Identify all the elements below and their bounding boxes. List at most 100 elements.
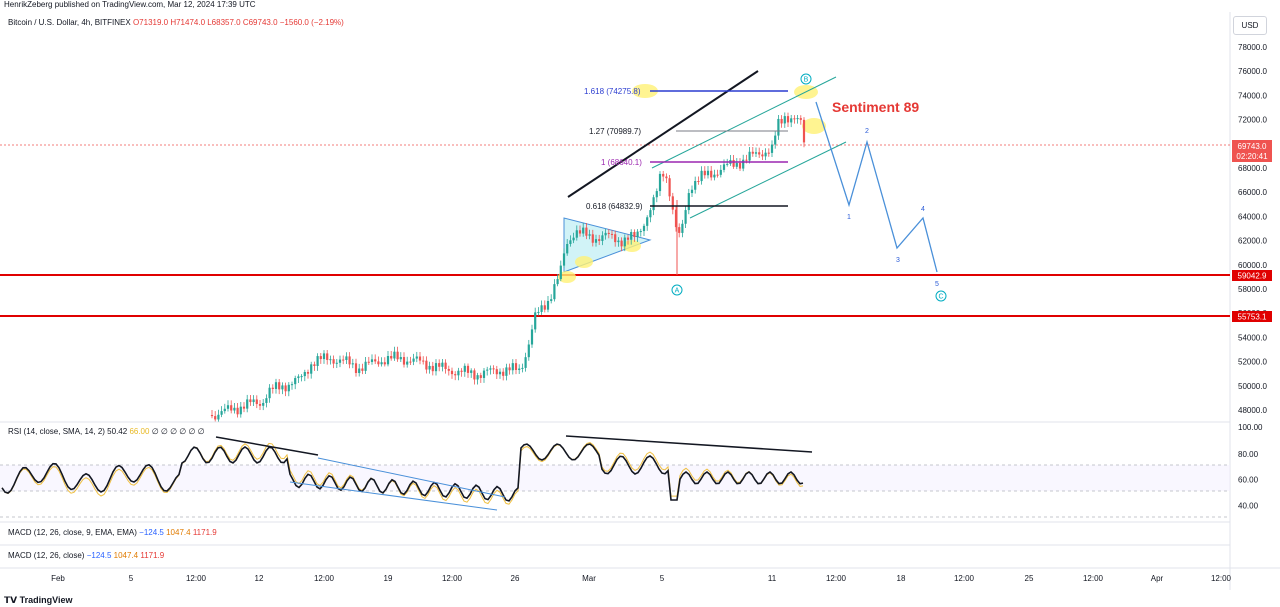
wave-projection[interactable]: [815, 101, 938, 273]
candle-body: [761, 154, 764, 157]
candle-body: [505, 367, 508, 376]
rsi-channel-lower[interactable]: [289, 481, 498, 511]
candle-body: [572, 237, 575, 241]
candle-body: [569, 240, 572, 244]
candle-body: [754, 152, 758, 154]
sentiment-annotation[interactable]: Sentiment 89: [832, 99, 919, 115]
rsi-tick: 80.00: [1238, 450, 1259, 459]
macd-legend-1[interactable]: MACD (12, 26, close, 9, EMA, EMA) −124.5…: [8, 528, 217, 537]
candle-body: [550, 299, 553, 301]
macd-label-1[interactable]: MACD (12, 26, close, 9, EMA, EMA): [8, 528, 137, 537]
wave-circle-b: [800, 73, 812, 85]
candle-body: [431, 365, 434, 372]
candle-body: [428, 365, 431, 370]
candle-body: [767, 152, 770, 154]
candle-body: [594, 239, 598, 243]
wave-label-b: B: [804, 77, 809, 84]
price-tick: 52000.0: [1238, 358, 1267, 367]
candle-body: [700, 170, 703, 182]
trendline-upper[interactable]: [567, 70, 759, 198]
macd-legend-2[interactable]: MACD (12, 26, close) −124.5 1047.4 1171.…: [8, 551, 164, 560]
candle-body: [713, 174, 716, 178]
candle-body: [777, 118, 780, 136]
candle-body: [271, 387, 274, 389]
price-tick: 58000.0: [1238, 285, 1267, 294]
candle-body: [687, 193, 690, 211]
candle-body: [223, 408, 226, 412]
candle-body: [415, 356, 418, 359]
rsi-trendline-2[interactable]: [565, 435, 813, 453]
candle-body: [338, 359, 342, 363]
candle-body: [252, 399, 255, 403]
ohlc-values: O71319.0 H71474.0 L68357.0 C69743.0 −156…: [132, 18, 344, 27]
price-tick: 62000.0: [1238, 237, 1267, 246]
candle-body: [482, 370, 486, 378]
candle-body: [396, 351, 399, 360]
last-price-text: 69743.0: [1238, 142, 1267, 151]
candle-body: [799, 118, 802, 120]
candle-body: [239, 406, 242, 415]
candle-body: [466, 365, 470, 373]
time-tick: 5: [660, 574, 665, 583]
macd-label-2[interactable]: MACD (12, 26, close): [8, 551, 85, 560]
rsi-label[interactable]: RSI (14, close, SMA, 14, 2): [8, 427, 105, 436]
level-2-text: 55753.1: [1238, 313, 1267, 322]
candle-body: [578, 230, 582, 234]
wave-label-2: 2: [865, 128, 869, 135]
time-tick: 5: [129, 574, 134, 583]
brand-text: TradingView: [19, 595, 73, 605]
candle-body: [284, 385, 287, 392]
rsi-line[interactable]: [1, 443, 804, 502]
symbol-title[interactable]: Bitcoin / U.S. Dollar, 4h, BITFINEX: [8, 18, 131, 27]
candlestick-series[interactable]: [210, 112, 806, 422]
candle-body: [738, 163, 742, 169]
candle-body: [217, 414, 220, 420]
rsi-channel-upper[interactable]: [317, 457, 506, 498]
candle-body: [246, 399, 249, 409]
candle-body: [527, 344, 530, 358]
candle-body: [614, 234, 617, 243]
candle-body: [553, 284, 556, 300]
candle-body: [674, 209, 678, 228]
candle-body: [230, 405, 233, 411]
candle-body: [646, 217, 649, 226]
candle-body: [242, 406, 246, 409]
candle-body: [726, 163, 729, 165]
candle-body: [380, 362, 383, 365]
candle-body: [300, 376, 303, 378]
price-tick: 74000.0: [1238, 91, 1267, 100]
price-tick: 76000.0: [1238, 67, 1267, 76]
rsi-trendline-1[interactable]: [215, 436, 319, 456]
candle-body: [358, 368, 361, 374]
candle-body: [639, 231, 642, 233]
candle-body: [306, 371, 310, 374]
candle-body: [681, 223, 684, 233]
candle-body: [764, 152, 767, 157]
currency-button[interactable]: USD: [1233, 16, 1267, 35]
macd2-value-3: 1171.9: [140, 551, 165, 560]
time-axis[interactable]: Feb 5 12:00 12 12:00 19 12:00 26 Mar 5 11 12:00 18 12…: [51, 574, 1231, 583]
candle-body: [457, 370, 460, 376]
candle-body: [598, 239, 601, 241]
symbol-legend[interactable]: Bitcoin / U.S. Dollar, 4h, BITFINEX O713…: [8, 18, 344, 27]
candle-body: [233, 407, 236, 411]
candle-body: [367, 361, 370, 363]
candle-body: [732, 159, 735, 167]
tradingview-logo[interactable]: 𝗧𝗩 TradingView: [4, 595, 72, 606]
candle-body: [460, 370, 463, 372]
channel-upper[interactable]: [651, 76, 837, 169]
rsi-legend[interactable]: RSI (14, close, SMA, 14, 2) 50.42 66.00 …: [8, 427, 205, 436]
wave-label-3: 3: [896, 257, 900, 264]
candle-body: [655, 191, 658, 198]
candle-body: [249, 399, 252, 403]
candle-body: [258, 404, 262, 406]
candle-body: [473, 370, 476, 380]
rsi-tick: 40.00: [1238, 501, 1259, 510]
candle-body: [310, 364, 313, 374]
rsi-value: 50.42: [107, 427, 128, 436]
candle-body: [556, 279, 559, 285]
time-tick: Feb: [51, 574, 65, 583]
fib-1-label: 1 (68640.1): [601, 158, 642, 167]
candle-body: [774, 135, 777, 145]
